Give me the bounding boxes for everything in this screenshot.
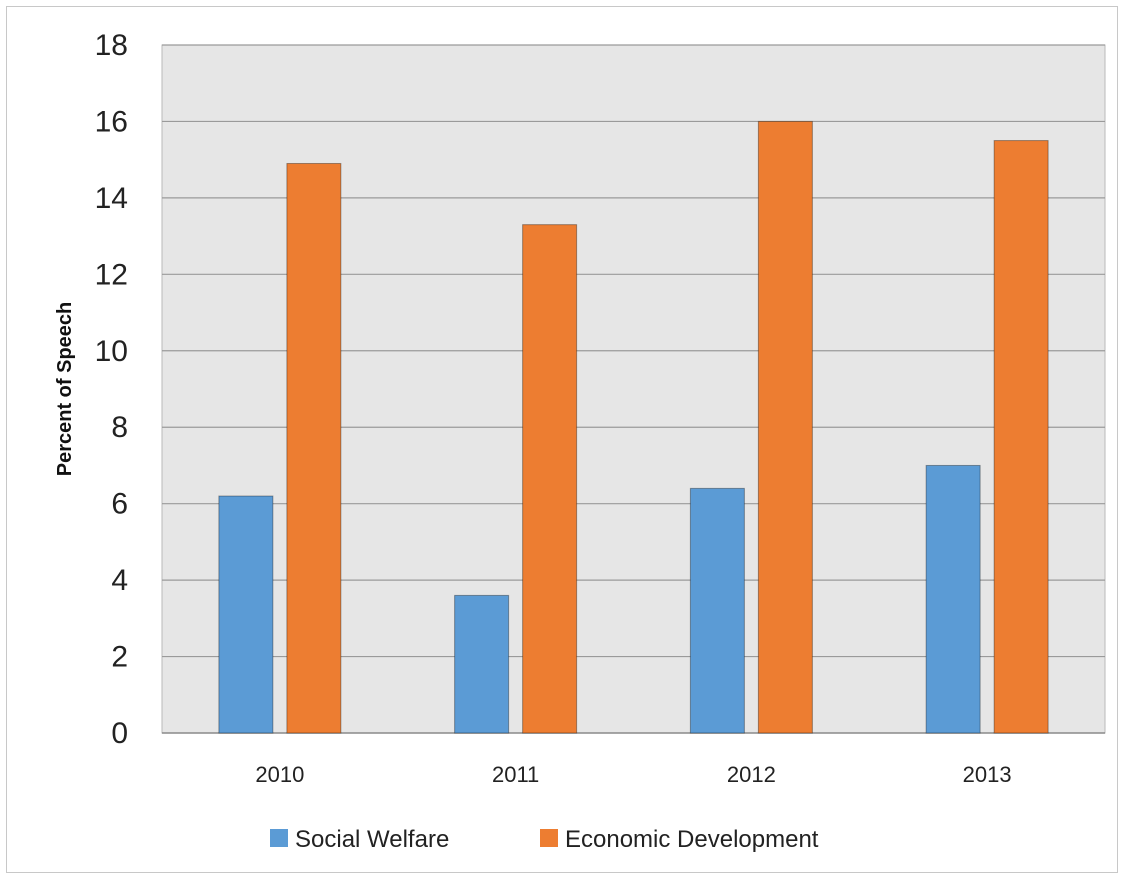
y-tick-label: 4 <box>111 564 128 597</box>
x-axis-ticks: 2010 2011 2012 2013 <box>255 762 1011 787</box>
y-axis-title: Percent of Speech <box>54 302 76 477</box>
y-tick-label: 8 <box>111 411 128 444</box>
x-tick-label: 2010 <box>255 762 304 787</box>
bar-social-welfare-2013 <box>925 464 981 734</box>
legend-label-economic-development: Economic Development <box>565 826 819 853</box>
legend-swatch-social-welfare <box>270 829 288 847</box>
legend: Social Welfare Economic Development <box>270 826 819 853</box>
bar-economic-development-2012 <box>757 120 813 734</box>
legend-swatch-economic-development <box>540 829 558 847</box>
y-axis-ticks: 0 2 4 6 8 10 12 14 16 18 <box>95 29 128 750</box>
x-tick-label: 2013 <box>963 762 1012 787</box>
y-tick-label: 10 <box>95 335 128 368</box>
y-tick-label: 14 <box>95 182 128 215</box>
x-tick-label: 2011 <box>492 762 539 787</box>
bar-economic-development-2011 <box>522 224 578 734</box>
bar-economic-development-2010 <box>286 162 342 734</box>
legend-label-social-welfare: Social Welfare <box>295 826 449 853</box>
y-tick-label: 6 <box>111 488 128 521</box>
bars <box>218 120 1049 734</box>
bar-social-welfare-2012 <box>689 487 745 734</box>
bar-social-welfare-2011 <box>454 594 510 734</box>
y-tick-label: 0 <box>111 717 128 750</box>
y-tick-label: 16 <box>95 105 128 138</box>
bar-economic-development-2013 <box>993 140 1049 734</box>
x-tick-label: 2012 <box>727 762 776 787</box>
y-tick-label: 2 <box>111 641 128 674</box>
y-tick-label: 18 <box>95 29 128 62</box>
bar-social-welfare-2010 <box>218 495 274 734</box>
y-tick-label: 12 <box>95 258 128 291</box>
